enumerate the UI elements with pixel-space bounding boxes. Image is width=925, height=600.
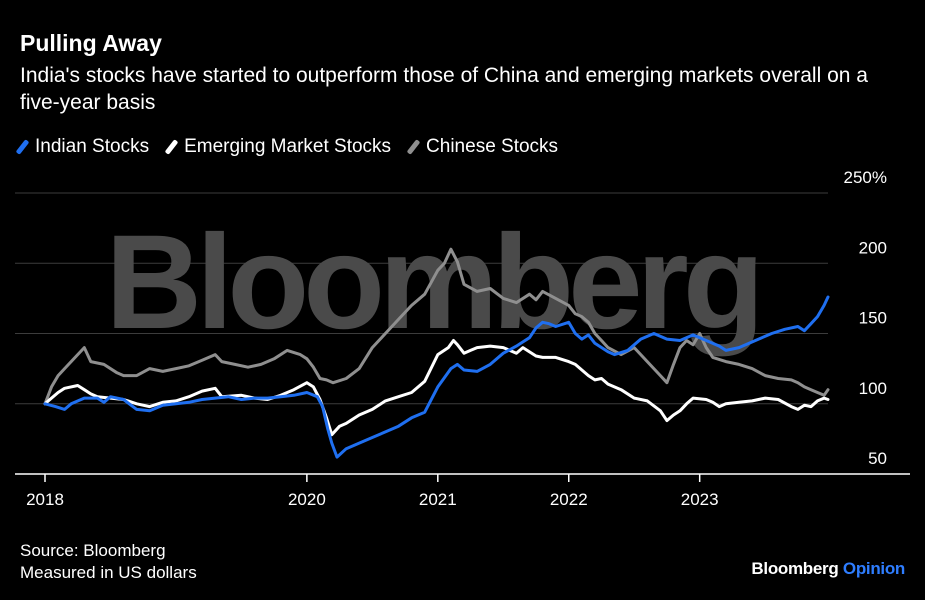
y-tick-labels: 50 100 150 200 250% (844, 168, 887, 468)
x-tick-label: 2020 (288, 490, 326, 509)
x-tick-label: 2018 (26, 490, 64, 509)
x-tick-label: 2022 (550, 490, 588, 509)
x-tick-label: 2021 (419, 490, 457, 509)
chart-subtitle: India's stocks have started to outperfor… (20, 64, 868, 114)
source-note: Source: Bloomberg (20, 541, 166, 560)
grid-layer (15, 192, 828, 405)
legend: Indian Stocks Emerging Market Stocks Chi… (15, 136, 578, 158)
legend-label-chinese: Chinese Stocks (426, 136, 559, 157)
legend-item-indian: Indian Stocks (15, 136, 150, 158)
y-tick-label: 250% (844, 168, 887, 187)
legend-label-indian: Indian Stocks (35, 136, 150, 157)
legend-item-emerging: Emerging Market Stocks (164, 136, 392, 158)
brand-accent: Opinion (842, 559, 905, 578)
y-tick-label: 100 (859, 379, 887, 398)
legend-item-chinese: Chinese Stocks (406, 136, 559, 158)
x-tick-label: 2023 (681, 490, 719, 509)
series-layer (43, 247, 830, 459)
x-tick-labels: 2018 2020 2021 2022 2023 (26, 490, 719, 509)
brand-logo: Bloomberg Opinion (751, 559, 905, 579)
y-tick-label: 200 (859, 238, 887, 257)
axis-layer (15, 473, 910, 482)
brand-main: Bloomberg (751, 559, 839, 578)
y-tick-label: 50 (868, 449, 887, 468)
series-line-chinese (43, 247, 830, 406)
watermark: Bloomberg (105, 208, 758, 357)
legend-label-emerging: Emerging Market Stocks (184, 136, 392, 157)
footer-notes: Source: Bloomberg Measured in US dollars (20, 540, 197, 584)
chart-title: Pulling Away (20, 30, 162, 56)
y-tick-label: 150 (859, 309, 887, 328)
series-line-indian (43, 295, 830, 459)
currency-note: Measured in US dollars (20, 563, 197, 582)
series-line-emerging (43, 339, 830, 437)
